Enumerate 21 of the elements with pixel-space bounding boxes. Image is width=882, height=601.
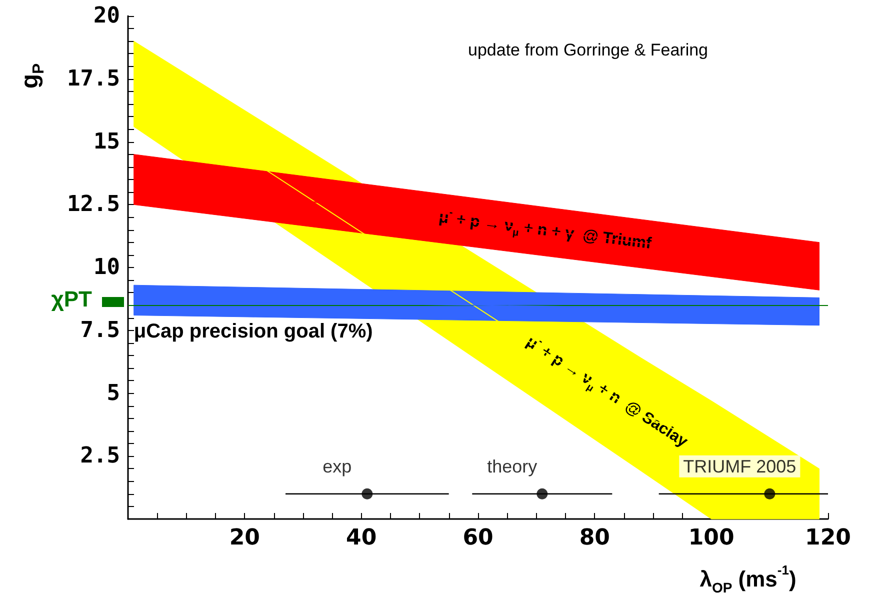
y-tick-label: 17.5 (67, 66, 120, 92)
y-tick-label: 10 (94, 255, 120, 280)
x-tick-label: 100 (688, 526, 734, 550)
y-tick-label: 12.5 (67, 192, 120, 218)
y-tick-label: 5 (106, 380, 120, 406)
x-tick-label: 80 (579, 526, 610, 550)
x-tick-label: 60 (462, 526, 494, 550)
series-label: exp (322, 456, 352, 476)
series-label: TRIUMF 2005 (683, 456, 796, 476)
ref-line-label: χPT (51, 286, 93, 312)
x-tick-label: 40 (346, 526, 377, 550)
series-label: theory (487, 456, 538, 476)
y-axis-title: gP (16, 63, 48, 89)
y-tick-label: 20 (94, 4, 120, 28)
x-tick-label: 20 (229, 526, 260, 550)
y-tick-label: 7.5 (80, 318, 120, 343)
y-tick-label: 15 (94, 129, 120, 154)
annotation: update from Gorringe & Fearing (468, 40, 708, 60)
y-tick-label: 2.5 (80, 444, 120, 469)
series-label: μCap precision goal (7%) (134, 320, 373, 342)
x-tick-label: 120 (805, 526, 851, 550)
